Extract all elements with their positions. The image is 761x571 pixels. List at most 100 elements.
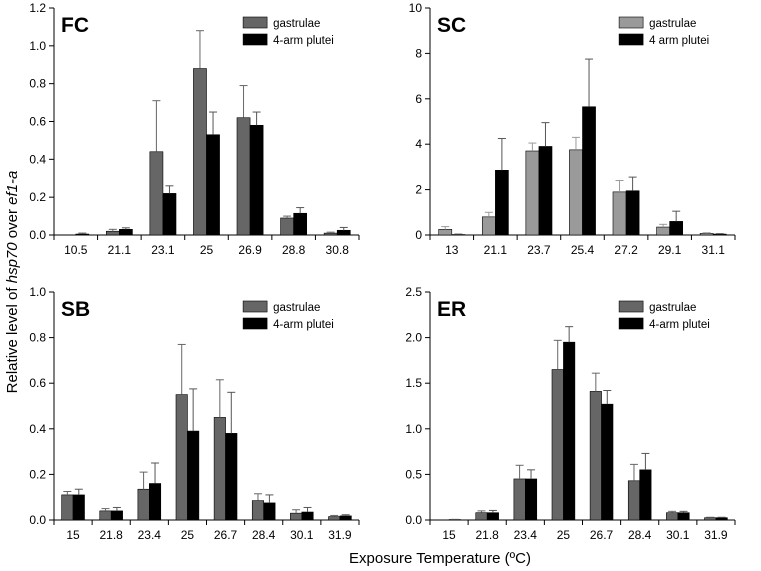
x-tick-label: 30.1	[666, 528, 690, 542]
x-tick-label: 25	[557, 528, 571, 542]
x-tick-label: 26.9	[238, 243, 262, 257]
x-tick-label: 21.1	[484, 243, 508, 257]
legend-label: 4-arm plutei	[649, 319, 710, 331]
bar-plutei	[669, 221, 684, 236]
bar-gastrulae	[475, 512, 488, 521]
bar-gastrulae	[61, 494, 74, 521]
bar-gastrulae	[569, 149, 583, 236]
legend-label: 4-arm plutei	[273, 319, 334, 331]
y-axis-label-part: over	[4, 205, 21, 243]
bar-gastrulae	[251, 500, 264, 521]
bar-gastrulae	[280, 217, 294, 236]
y-tick-label: 0.4	[29, 152, 46, 166]
y-axis-label: Relative level of hsp70 over ef1-a	[4, 171, 21, 394]
y-tick-label: 1.0	[29, 39, 46, 53]
x-tick-label: 21.1	[108, 243, 132, 257]
bar-plutei	[495, 170, 509, 236]
legend-swatch	[242, 16, 268, 29]
x-tick-label: 15	[66, 528, 80, 542]
x-tick-label: 23.4	[514, 528, 538, 542]
bar-plutei	[525, 478, 538, 521]
bar-gastrulae	[328, 516, 341, 521]
x-tick-label: 21.8	[100, 528, 124, 542]
legend-label: 4 arm plutei	[649, 35, 709, 47]
legend-label: gastrulae	[649, 18, 696, 30]
bar-gastrulae	[525, 150, 540, 236]
bar-gastrulae	[175, 394, 188, 521]
bar-gastrulae	[290, 512, 303, 521]
bar-plutei	[639, 469, 652, 521]
x-tick-label: 31.9	[704, 528, 728, 542]
legend-label: gastrulae	[649, 302, 696, 314]
bar-plutei	[301, 511, 314, 521]
legend-label: 4-arm plutei	[273, 35, 334, 47]
x-tick-label: 31.1	[702, 243, 726, 257]
x-tick-label: 28.8	[282, 243, 306, 257]
y-tick-label: 2	[415, 183, 422, 197]
y-tick-label: 0.0	[29, 228, 46, 242]
y-tick-label: 1.5	[405, 376, 422, 390]
bar-plutei	[206, 134, 220, 236]
legend-swatch	[618, 317, 644, 330]
y-tick-label: 1.0	[405, 422, 422, 436]
y-tick-label: 0.2	[29, 467, 46, 481]
bar-plutei	[339, 515, 352, 521]
panel-label: ER	[437, 298, 466, 321]
bar-gastrulae	[99, 510, 112, 521]
y-axis-label-part: hsp70	[4, 242, 21, 284]
y-tick-label: 0.8	[29, 77, 46, 91]
y-tick-label: 6	[415, 92, 422, 106]
bar-plutei	[263, 502, 276, 521]
y-tick-label: 0.8	[29, 331, 46, 345]
chart-panel-sc: 0 2 4 6 8 10 13 21.1 23.7 25.4 27.2 29.1 31.1 SC gastr…	[409, 1, 736, 257]
bar-plutei	[293, 212, 308, 236]
bar-plutei	[225, 433, 238, 521]
bar-plutei	[486, 512, 499, 521]
bar-plutei	[538, 146, 553, 236]
x-tick-label: 23.4	[138, 528, 162, 542]
y-tick-label: 2.5	[405, 285, 422, 299]
bar-gastrulae	[149, 151, 164, 236]
chart-panels: 0.0 0.2 0.4 0.6 0.8 1.0 1.2 10.5 21.1 23.1 25 26.9 2…	[29, 1, 736, 542]
panel-label: SC	[437, 14, 466, 37]
x-tick-label: 28.4	[628, 528, 652, 542]
y-tick-label: 2.0	[405, 331, 422, 345]
bar-plutei	[582, 106, 596, 236]
bar-gastrulae	[193, 68, 207, 236]
bar-gastrulae	[213, 417, 226, 521]
bar-gastrulae	[589, 391, 602, 521]
bar-gastrulae	[513, 478, 526, 521]
x-tick-label: 26.7	[590, 528, 614, 542]
bar-gastrulae	[323, 232, 338, 236]
bar-plutei	[601, 403, 614, 521]
panel-label: FC	[61, 14, 89, 37]
legend-label: gastrulae	[273, 302, 320, 314]
y-axis-label-part: ef1-a	[4, 171, 21, 205]
x-tick-label: 25	[181, 528, 195, 542]
y-tick-label: 0.5	[405, 467, 422, 481]
x-axis-label: Exposure Temperature (ºC)	[349, 550, 531, 567]
bar-plutei	[563, 341, 576, 521]
y-axis-label-part: Relative level of	[4, 283, 21, 393]
y-tick-label: 0	[415, 228, 422, 242]
x-tick-label: 23.7	[527, 243, 551, 257]
bar-plutei	[72, 494, 85, 521]
y-tick-label: 0.0	[405, 513, 422, 527]
bar-gastrulae	[666, 512, 679, 521]
y-tick-label: 0.0	[29, 513, 46, 527]
y-tick-label: 8	[415, 46, 422, 60]
x-tick-label: 26.7	[214, 528, 238, 542]
x-tick-label: 10.5	[64, 243, 88, 257]
bar-plutei	[149, 483, 162, 521]
bar-plutei	[336, 229, 351, 236]
bar-plutei	[119, 229, 133, 236]
chart-panel-sb: 0.0 0.2 0.4 0.6 0.8 1.0 15 21.8 23.4 25 26.7 28.4 30…	[29, 285, 360, 542]
x-tick-label: 15	[442, 528, 456, 542]
bar-gastrulae	[105, 230, 120, 236]
bar-plutei	[187, 430, 200, 521]
bar-gastrulae	[438, 229, 453, 236]
bar-gastrulae	[704, 517, 717, 521]
y-tick-label: 1.2	[29, 1, 46, 15]
bar-plutei	[625, 190, 640, 236]
legend-swatch	[242, 33, 268, 46]
